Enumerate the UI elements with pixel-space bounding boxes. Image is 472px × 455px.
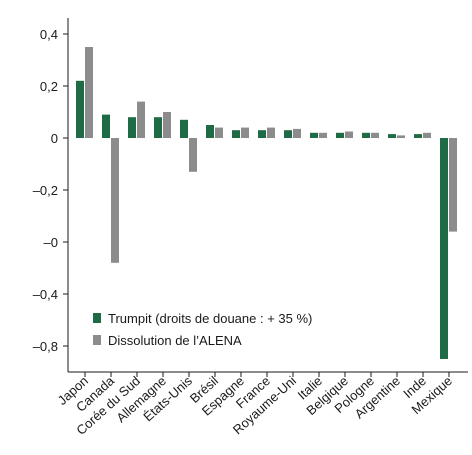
- bar-alena: [423, 132, 431, 138]
- bar-alena: [241, 127, 249, 138]
- bar-alena: [189, 138, 197, 172]
- legend: Trumpit (droits de douane : + 35 %) Diss…: [93, 311, 312, 348]
- bar-trumpit: [232, 130, 240, 138]
- y-tick-label: –0: [44, 235, 58, 250]
- bar-trumpit: [154, 117, 162, 138]
- y-tick-label: 0,2: [40, 79, 58, 94]
- legend-label-alena: Dissolution de l’ALENA: [108, 333, 242, 348]
- bar-alena: [111, 138, 119, 263]
- bar-alena: [345, 131, 353, 138]
- legend-label-trumpit: Trumpit (droits de douane : + 35 %): [108, 311, 312, 326]
- bar-trumpit: [128, 117, 136, 138]
- bar-alena: [163, 112, 171, 138]
- bar-alena: [293, 128, 301, 138]
- y-axis-ticks: 0,4 0,2 0 –0,2 –0 –0,4 –0,8: [33, 27, 68, 354]
- bar-trumpit: [440, 138, 448, 359]
- bar-trumpit: [310, 132, 318, 138]
- bars: [76, 47, 457, 359]
- bar-alena: [371, 132, 379, 138]
- bar-alena: [137, 101, 145, 138]
- bar-alena: [397, 135, 405, 138]
- y-tick-label: 0,4: [40, 27, 58, 42]
- bar-trumpit: [180, 119, 188, 138]
- y-tick-label: 0: [51, 131, 58, 146]
- legend-swatch-trumpit: [93, 313, 101, 323]
- bar-trumpit: [206, 125, 214, 138]
- bar-trumpit: [258, 130, 266, 138]
- bar-alena: [267, 127, 275, 138]
- y-tick-label: –0,2: [33, 183, 58, 198]
- bar-trumpit: [102, 114, 110, 138]
- bar-alena: [449, 138, 457, 232]
- bar-alena: [319, 132, 327, 138]
- legend-swatch-alena: [93, 335, 101, 345]
- bar-trumpit: [362, 132, 370, 138]
- y-tick-label: –0,4: [33, 287, 58, 302]
- bar-trumpit: [414, 134, 422, 138]
- bar-trumpit: [336, 132, 344, 138]
- bar-trumpit: [388, 134, 396, 138]
- bar-alena: [85, 47, 93, 138]
- bar-trumpit: [284, 130, 292, 138]
- y-tick-label: –0,8: [33, 339, 58, 354]
- bar-trumpit: [76, 80, 84, 138]
- bar-alena: [215, 127, 223, 138]
